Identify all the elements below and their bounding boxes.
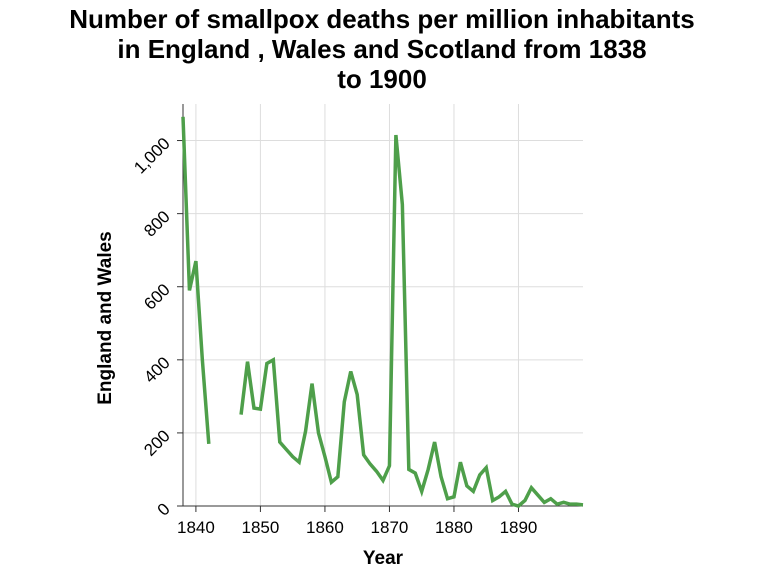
x-axis-ticks: 1840 1850 1860 1870 1880 1890 [177,506,537,537]
y-tick-label: 200 [140,426,173,459]
series-line-segment [181,116,211,445]
y-tick-label: 800 [140,207,173,240]
chart-title-line-3: to 1900 [337,64,427,94]
chart-title-line-2: in England , Wales and Scotland from 183… [117,34,647,64]
x-tick-label: 1850 [242,518,280,537]
x-tick-label: 1860 [306,518,344,537]
x-tick-label: 1870 [371,518,409,537]
chart-title-line-1: Number of smallpox deaths per million in… [69,4,695,34]
y-tick-label: 1,000 [130,134,174,178]
axes [182,104,583,507]
gridlines [183,104,583,506]
x-axis-title: Year [363,548,404,569]
y-axis-ticks: 0 200 400 600 800 1,000 [130,134,183,520]
series-line-segment [239,134,584,508]
x-tick-label: 1840 [177,518,215,537]
chart-title: Number of smallpox deaths per million in… [0,4,764,94]
x-tick-label: 1890 [500,518,538,537]
y-tick-label: 600 [140,280,173,313]
series-lines [181,116,584,508]
y-tick-label: 0 [154,499,174,519]
y-axis-title: England and Wales [95,231,116,405]
y-tick-label: 400 [140,353,173,386]
x-tick-label: 1880 [435,518,473,537]
